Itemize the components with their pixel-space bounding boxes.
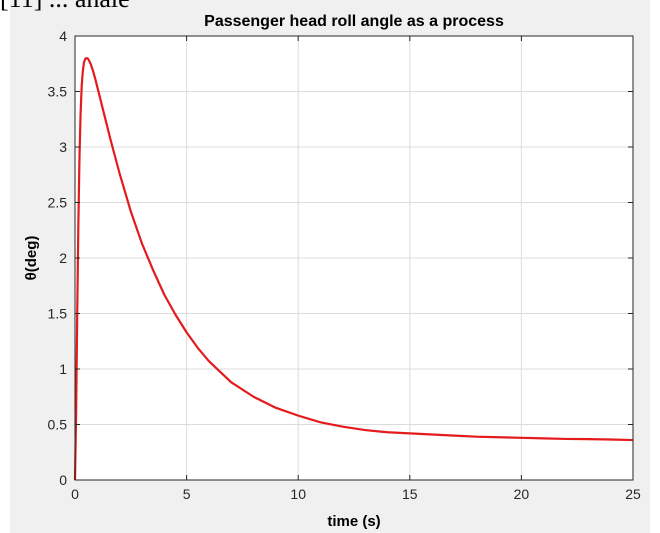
x-axis-label: time (s) [327, 513, 380, 530]
y-tick-label: 1 [59, 361, 67, 377]
chart-title: Passenger head roll angle as a process [204, 13, 504, 30]
x-tick-label: 0 [71, 486, 79, 502]
y-tick-label: 0.5 [48, 417, 68, 433]
y-tick-label: 1.5 [48, 306, 68, 322]
x-tick-label: 10 [290, 486, 306, 502]
y-tick-label: 3.5 [48, 84, 68, 100]
y-tick-label: 2 [59, 250, 67, 266]
y-axis-label: θ(deg) [23, 236, 40, 281]
x-tick-label: 15 [402, 486, 418, 502]
x-tick-label: 25 [625, 486, 641, 502]
y-tick-label: 3 [59, 139, 67, 155]
x-tick-label: 5 [183, 486, 191, 502]
y-tick-label: 0 [59, 472, 67, 488]
y-tick-label: 2.5 [48, 195, 68, 211]
y-tick-label: 4 [59, 28, 67, 44]
x-tick-label: 20 [514, 486, 530, 502]
